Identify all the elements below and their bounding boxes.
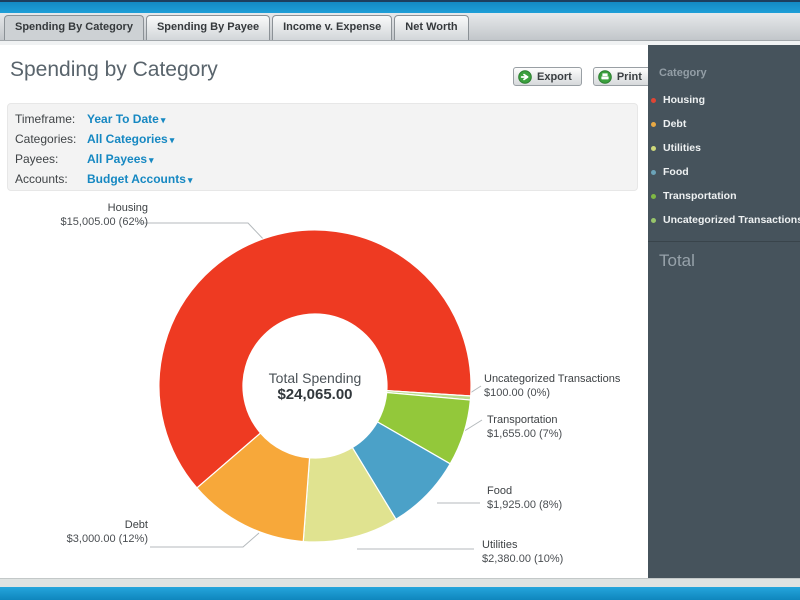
export-label: Export [537, 70, 572, 83]
category-sidebar: Category Housing Debt Utilities Food Tra… [648, 45, 800, 578]
legend-dot-food [651, 169, 656, 175]
legend-item-transportation[interactable]: Transportation [648, 184, 800, 208]
payees-value: All Payees [87, 152, 148, 166]
tab-spending-by-payee[interactable]: Spending By Payee [145, 15, 271, 40]
slice-value: $3,000.00 (12%) [66, 533, 148, 545]
legend-item-housing[interactable]: Housing [648, 88, 800, 112]
legend-dot-transportation [651, 193, 656, 199]
leader-line-housing [138, 222, 267, 243]
timeframe-dropdown[interactable]: Year To Date ▾ [87, 112, 165, 126]
slice-label-debt: Debt $3,000.00 (12%) [2, 518, 148, 546]
slice-name: Utilities [482, 539, 518, 551]
slice-name: Food [487, 485, 513, 497]
slice-value: $15,005.00 (62%) [60, 216, 148, 228]
export-icon [518, 69, 532, 84]
total-spending-caption: Total Spending [268, 370, 362, 386]
sidebar-header-category: Category [659, 67, 707, 79]
legend-label: Uncategorized Transactions [663, 214, 800, 226]
window-bottom-bar [0, 587, 800, 600]
legend-label: Transportation [663, 190, 737, 202]
tab-spending-by-category[interactable]: Spending By Category [4, 15, 144, 40]
slice-name: Debt [124, 519, 148, 531]
sidebar-total-heading: Total [659, 251, 695, 270]
print-label: Print [616, 70, 642, 83]
dropdown-caret-icon: ▾ [187, 175, 193, 185]
total-spending-amount: $24,065.00 [277, 386, 353, 403]
slice-label-food: Food $1,925.00 (8%) [487, 484, 562, 512]
slice-label-transportation: Transportation $1,655.00 (7%) [487, 413, 562, 441]
legend-dot-uncategorized-transactions [651, 217, 656, 223]
filter-row-payees: Payees: All Payees ▾ [8, 149, 637, 169]
slice-value: $1,925.00 (8%) [487, 499, 563, 511]
legend-label: Housing [663, 94, 705, 106]
dropdown-caret-icon: ▾ [160, 115, 166, 125]
window-top-bar [0, 0, 800, 13]
slice-label-housing: Housing $15,005.00 (62%) [2, 201, 148, 229]
category-legend: Housing Debt Utilities Food Transportati… [648, 88, 800, 232]
tab-bar-lower-band [0, 41, 800, 45]
timeframe-label: Timeframe: [15, 112, 76, 126]
print-icon [598, 69, 612, 84]
export-button[interactable]: Export [513, 67, 582, 86]
page-title: Spending by Category [10, 58, 218, 81]
accounts-value: Budget Accounts [87, 172, 186, 186]
slice-value: $100.00 (0%) [484, 387, 551, 399]
categories-label: Categories: [15, 132, 77, 146]
slice-value: $2,380.00 (10%) [482, 553, 564, 565]
tab-income-v-expense[interactable]: Income v. Expense [272, 15, 393, 40]
donut-slices [158, 229, 472, 543]
filter-row-categories: Categories: All Categories ▾ [8, 129, 637, 149]
timeframe-value: Year To Date [87, 112, 159, 126]
filter-row-timeframe: Timeframe: Year To Date ▾ [8, 109, 637, 129]
slice-name: Transportation [487, 414, 558, 426]
dropdown-caret-icon: ▾ [149, 155, 154, 165]
filter-panel: Timeframe: Year To Date ▾ Categories: All… [7, 103, 638, 191]
slice-label-uncategorized: Uncategorized Transactions $100.00 (0%) [484, 372, 620, 400]
dropdown-caret-icon: ▾ [169, 135, 175, 145]
legend-item-debt[interactable]: Debt [648, 112, 800, 136]
tab-bar: Spending By Category Spending By Payee I… [0, 13, 800, 41]
slice-value: $1,655.00 (7%) [487, 428, 563, 440]
legend-label: Debt [663, 118, 687, 130]
tab-net-worth[interactable]: Net Worth [394, 15, 469, 40]
report-panel: Spending by Category Export Print [0, 45, 652, 578]
payees-label: Payees: [15, 152, 59, 166]
leader-line-debt [150, 532, 260, 548]
legend-label: Food [663, 166, 689, 178]
donut-slice-debt[interactable] [196, 432, 311, 543]
sidebar-divider [648, 241, 800, 242]
legend-dot-debt [651, 121, 656, 127]
filter-row-accounts: Accounts: Budget Accounts ▾ [8, 169, 637, 189]
categories-value: All Categories [87, 132, 168, 146]
legend-item-uncategorized-transactions[interactable]: Uncategorized Transactions [648, 208, 800, 232]
slice-name: Housing [107, 202, 148, 214]
payees-dropdown[interactable]: All Payees ▾ [87, 152, 154, 166]
donut-chart [138, 222, 483, 550]
legend-item-utilities[interactable]: Utilities [648, 136, 800, 160]
legend-item-food[interactable]: Food [648, 160, 800, 184]
window-footer-strip [0, 578, 800, 587]
donut-center-label: Total Spending $24,065.00 [215, 370, 415, 404]
slice-label-utilities: Utilities $2,380.00 (10%) [482, 538, 563, 566]
accounts-dropdown[interactable]: Budget Accounts ▾ [87, 172, 192, 186]
slice-name: Uncategorized Transactions [484, 373, 621, 385]
legend-label: Utilities [663, 142, 701, 154]
accounts-label: Accounts: [15, 172, 68, 186]
donut-slice-housing[interactable] [158, 229, 472, 489]
categories-dropdown[interactable]: All Categories ▾ [87, 132, 174, 146]
legend-dot-housing [651, 97, 656, 103]
legend-dot-utilities [651, 145, 656, 151]
